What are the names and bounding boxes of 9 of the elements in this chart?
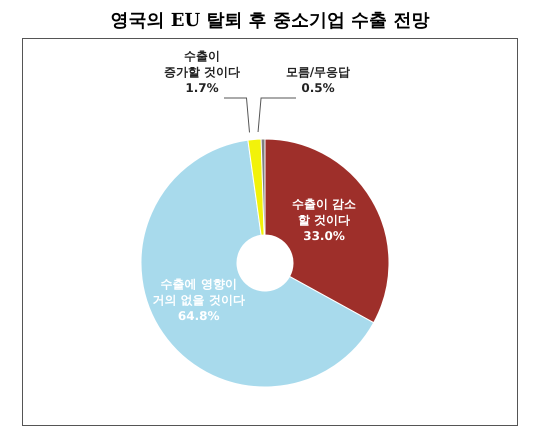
slice-label: 모름/무응답: [286, 65, 350, 79]
data-label: 1.7%: [185, 81, 219, 95]
data-label: 0.5%: [301, 81, 335, 95]
slice-label: 수출이 감소 할 것이다: [292, 197, 356, 228]
chart-title: 영국의 EU 탈퇴 후 중소기업 수출 전망: [109, 9, 431, 32]
slice-label: 수출에 영향이 거의 없을 것이다: [152, 277, 245, 308]
data-label: 33.0%: [303, 229, 345, 244]
data-label: 64.8%: [178, 309, 220, 324]
slice-label: 수출이 증가할 것이다: [164, 49, 240, 79]
